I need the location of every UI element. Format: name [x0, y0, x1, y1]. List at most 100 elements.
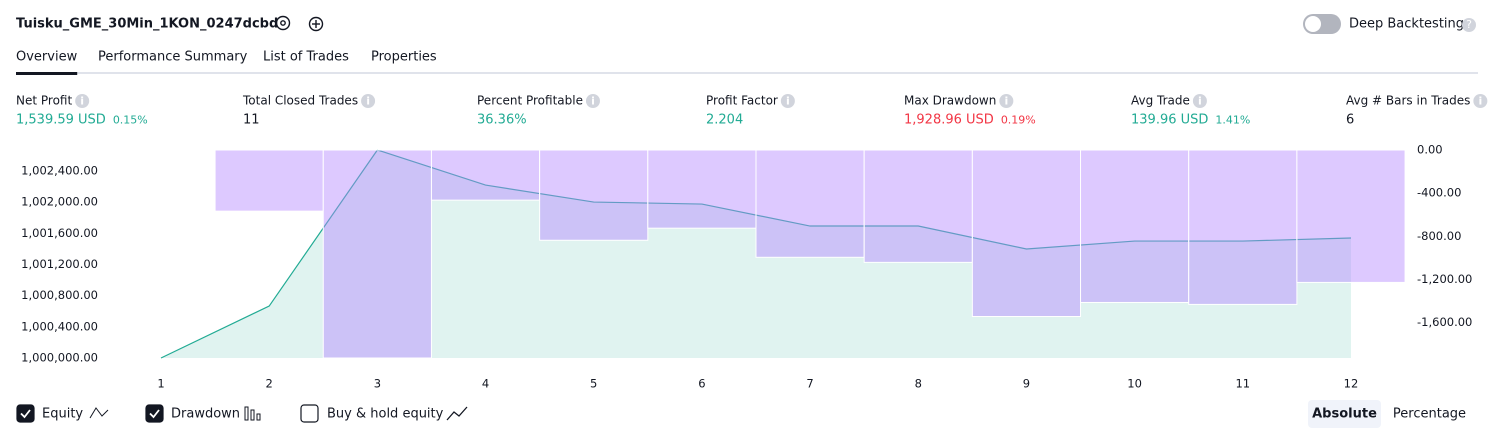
tab-active-underline — [16, 72, 78, 75]
y2-tick-label: -800.00 — [1417, 229, 1461, 243]
y2-tick-label: -1,600.00 — [1417, 315, 1472, 329]
drawdown-bar — [1296, 149, 1406, 283]
y-tick-label: 1,001,600.00 — [21, 226, 98, 240]
metric-percent: 0.19% — [1001, 114, 1036, 127]
legend-icon — [244, 406, 261, 421]
info-mark: i — [591, 95, 595, 108]
controls: Equity Drawdown Buy & hold equity Absolute P… — [16, 400, 1466, 428]
metric-label: Percent Profitable — [477, 94, 583, 108]
x-tick-label: 6 — [698, 377, 705, 391]
metric-value: 1,539.59 USD — [16, 113, 106, 128]
info-mark: i — [80, 95, 84, 108]
x-tick-label: 10 — [1127, 377, 1142, 391]
drawdown-bar — [214, 149, 324, 212]
legend-label[interactable]: Equity — [42, 407, 83, 422]
y-tick-label: 1,002,400.00 — [21, 164, 98, 178]
drawdown-bar — [106, 149, 216, 152]
metric-label: Max Drawdown — [904, 94, 996, 108]
metric-percent: 1.41% — [1215, 114, 1250, 127]
drawdown-bar — [430, 149, 541, 201]
view-button-active[interactable] — [1308, 400, 1381, 428]
x-tick-label: 7 — [806, 377, 813, 391]
info-icon[interactable] — [585, 94, 600, 108]
chart: 1,000,000.00 1,000,400.00 1,000,800.00 1,00… — [21, 143, 1472, 391]
view-button[interactable]: Absolute — [1312, 407, 1377, 422]
y-tick-label: 1,000,000.00 — [21, 351, 98, 365]
metric-value: 11 — [243, 113, 260, 128]
metric-value: 2.204 — [706, 113, 743, 128]
info-icon[interactable] — [75, 94, 90, 108]
y-tick-label: 1,002,000.00 — [21, 195, 98, 209]
strategy-title: Tuisku_GME_30Min_1KON_0247dcbd — [16, 17, 278, 32]
x-tick-label: 4 — [482, 377, 489, 391]
metrics: Net Profit i 1,539.59 USD 0.15% Total Closed… — [16, 94, 1488, 128]
y-tick-label: 1,000,800.00 — [21, 288, 98, 302]
x-tick-label: 2 — [266, 377, 273, 391]
settings-icon[interactable] — [275, 15, 291, 31]
info-mark: i — [1198, 95, 1202, 108]
drawdown-bar — [647, 149, 757, 229]
metric-percent: 0.15% — [113, 114, 148, 127]
info-mark: i — [1478, 95, 1482, 108]
metric-label: Total Closed Trades — [242, 94, 358, 108]
drawdown-bar — [755, 149, 865, 258]
y-tick-label: 1,001,200.00 — [21, 257, 98, 271]
tabs: Overview Performance Summary List of Trade… — [16, 50, 437, 75]
legend-icon — [89, 407, 109, 419]
x-tick-label: 8 — [915, 377, 922, 391]
info-mark: i — [786, 95, 790, 108]
checkmark[interactable] — [149, 409, 160, 419]
info-mark: i — [366, 95, 370, 108]
metric-label: Avg # Bars in Trades — [1346, 94, 1470, 108]
x-tick-label: 5 — [590, 377, 597, 391]
info-icon[interactable] — [999, 94, 1014, 108]
info-icon[interactable] — [1192, 94, 1207, 108]
info-icon[interactable] — [1473, 94, 1488, 108]
help-icon[interactable] — [1462, 18, 1476, 32]
metric-value: 139.96 USD — [1131, 113, 1208, 128]
y2-tick-label: 0.00 — [1417, 143, 1443, 157]
metric-value: 1,928.96 USD — [904, 113, 994, 128]
x-tick-label: 1 — [157, 377, 164, 391]
legend-icon — [446, 406, 468, 421]
gear[interactable] — [275, 15, 291, 31]
drawdown-bar — [971, 149, 1082, 317]
metric-value: 6 — [1346, 113, 1354, 128]
help-mark: ? — [1466, 18, 1472, 31]
alarm[interactable] — [308, 16, 324, 32]
drawdown-bar — [1080, 149, 1190, 303]
drawdown-bar — [539, 149, 649, 241]
legend-label[interactable]: Drawdown — [171, 407, 240, 422]
checkbox[interactable] — [300, 404, 319, 423]
tab[interactable]: Properties — [371, 50, 437, 65]
info-icon[interactable] — [780, 94, 795, 108]
legend-label[interactable]: Buy & hold equity — [327, 407, 444, 422]
x-tick-label: 12 — [1344, 377, 1359, 391]
x-tick-label: 11 — [1235, 377, 1250, 391]
drawdown-bar — [863, 149, 973, 263]
drawdown-bar — [1188, 149, 1298, 305]
y2-tick-label: -1,200.00 — [1417, 272, 1472, 286]
checkbox[interactable] — [145, 404, 164, 423]
tab[interactable]: Performance Summary — [98, 50, 248, 65]
info-icon[interactable] — [361, 94, 376, 108]
metric-value: 36.36% — [477, 113, 527, 128]
x-tick-label: 9 — [1023, 377, 1030, 391]
checkbox[interactable] — [16, 404, 35, 423]
drawdown-bar — [322, 149, 432, 359]
alert-icon[interactable] — [308, 16, 324, 32]
y2-tick-label: -400.00 — [1417, 186, 1461, 200]
view-button[interactable]: Percentage — [1393, 407, 1466, 422]
info-mark: i — [1004, 95, 1008, 108]
tab[interactable]: Overview — [16, 50, 78, 65]
toggle-label: Deep Backtesting — [1349, 17, 1464, 32]
checkmark[interactable] — [20, 409, 31, 419]
metric-label: Avg Trade — [1131, 94, 1190, 108]
metric-label: Profit Factor — [706, 94, 778, 108]
gear-center[interactable] — [280, 20, 286, 26]
tab[interactable]: List of Trades — [263, 50, 349, 65]
toggle-knob[interactable] — [1305, 16, 1321, 32]
y-tick-label: 1,000,400.00 — [21, 319, 98, 333]
